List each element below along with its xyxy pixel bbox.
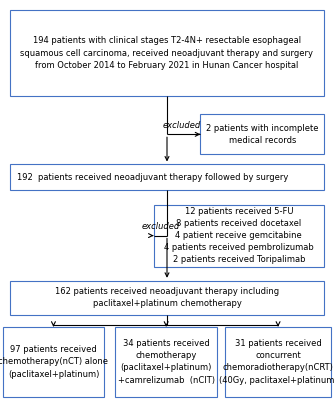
Text: 34 patients received
chemotherapy
(paclitaxel+platinum)
+camrelizumab  (nCIT): 34 patients received chemotherapy (pacli…: [118, 339, 215, 385]
FancyBboxPatch shape: [10, 10, 324, 96]
FancyBboxPatch shape: [10, 281, 324, 315]
Text: excluded: excluded: [142, 222, 180, 231]
Text: 2 patients with incomplete
medical records: 2 patients with incomplete medical recor…: [206, 124, 318, 145]
Text: 97 patients received
chemotherapy(nCT) alone
(paclitaxel+platinum): 97 patients received chemotherapy(nCT) a…: [0, 345, 109, 379]
FancyBboxPatch shape: [225, 327, 331, 397]
Text: excluded: excluded: [163, 121, 201, 130]
Text: 162 patients received neoadjuvant therapy including
paclitaxel+platinum chemothe: 162 patients received neoadjuvant therap…: [55, 287, 279, 308]
Text: 12 patients received 5-FU
8 patients received docetaxel
4 patient receive gemcit: 12 patients received 5-FU 8 patients rec…: [164, 207, 314, 264]
FancyBboxPatch shape: [115, 327, 217, 397]
FancyBboxPatch shape: [10, 164, 324, 190]
FancyBboxPatch shape: [154, 205, 324, 267]
Text: 31 patients received
concurrent
chemoradiotherapy(nCRT)
(40Gy, paclitaxel+platin: 31 patients received concurrent chemorad…: [219, 339, 334, 385]
FancyBboxPatch shape: [3, 327, 104, 397]
FancyBboxPatch shape: [200, 114, 324, 154]
Text: 194 patients with clinical stages T2-4N+ resectable esophageal
squamous cell car: 194 patients with clinical stages T2-4N+…: [20, 36, 314, 70]
Text: 192  patients received neoadjuvant therapy followed by surgery: 192 patients received neoadjuvant therap…: [17, 173, 288, 182]
